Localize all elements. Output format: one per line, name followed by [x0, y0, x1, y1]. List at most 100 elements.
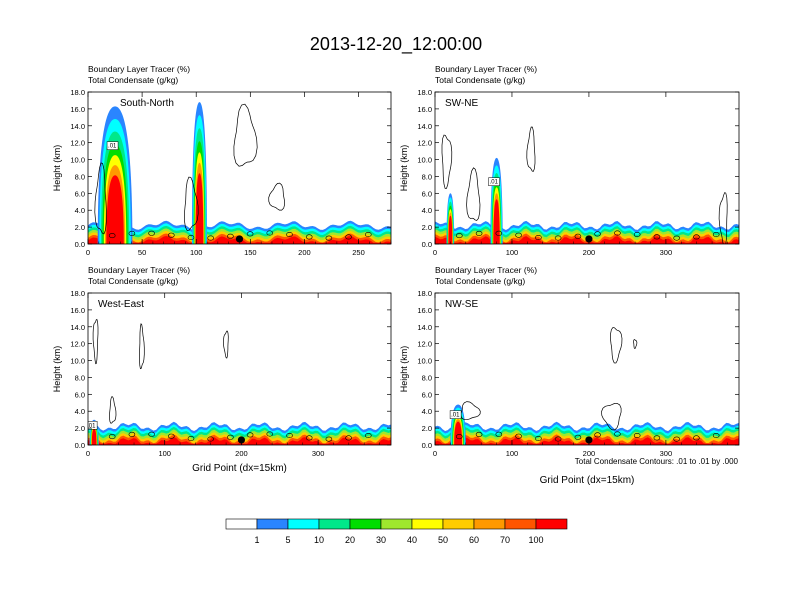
condensate-contour: [535, 435, 542, 441]
condensate-contour: [466, 167, 481, 221]
condensate-contour: [207, 436, 214, 442]
contour-label-box: [449, 410, 462, 419]
x-tick-label: 250: [352, 248, 365, 257]
y-axis-label: Height (km): [399, 346, 409, 393]
condensate-contour: [495, 230, 503, 236]
condensate-contour: [594, 231, 601, 237]
contour-label-box: [488, 177, 500, 186]
x-tick-label: 300: [660, 449, 673, 458]
y-tick-label: 0.0: [75, 240, 85, 249]
condensate-contour: [712, 432, 720, 438]
y-axis-label: Height (km): [52, 145, 62, 192]
colorbar-label: 40: [407, 535, 417, 545]
condensate-contour: [693, 435, 700, 441]
x-tick-label: 100: [158, 449, 171, 458]
x-tick-label: 100: [506, 248, 519, 257]
colorbar-label: 5: [285, 535, 290, 545]
y-tick-label: 2.0: [75, 223, 85, 232]
tracer-label: Boundary Layer Tracer (%): [435, 64, 537, 74]
tracer-band: [88, 437, 391, 445]
panel-label: SW-NE: [445, 98, 478, 109]
tracer-plume: [91, 428, 97, 445]
colorbar-label: 20: [345, 535, 355, 545]
colorbar-label: 100: [528, 535, 543, 545]
condensate-contour: [594, 432, 601, 438]
panel-label: NW-SE: [445, 299, 478, 310]
location-marker: [585, 235, 593, 243]
x-tick-label: 50: [138, 248, 146, 257]
x-tick-label: 200: [298, 248, 311, 257]
y-tick-label: 16.0: [70, 306, 85, 315]
condensate-contour: [246, 432, 254, 438]
condensate-contour: [535, 235, 542, 241]
y-tick-label: 4.0: [422, 407, 432, 416]
y-tick-label: 4.0: [422, 206, 432, 215]
condensate-contour: [139, 323, 145, 370]
x-tick-label: 0: [433, 449, 437, 458]
condensate-contour: [345, 234, 352, 240]
y-tick-label: 18.0: [70, 88, 85, 97]
condensate-contour: [633, 432, 641, 438]
tracer-label: Boundary Layer Tracer (%): [88, 64, 190, 74]
y-tick-label: 12.0: [417, 340, 432, 349]
plot-frame: [434, 91, 740, 245]
y-tick-label: 6.0: [75, 189, 85, 198]
tracer-field: .01: [435, 327, 739, 445]
contour-label-box: [88, 421, 98, 430]
condensate-contour: [108, 233, 116, 239]
condensate-contour: [128, 431, 136, 437]
colorbar-swatch: [318, 518, 351, 530]
condensate-label: Total Condensate (g/kg): [435, 75, 525, 85]
colorbar-swatch: [442, 518, 475, 530]
condensate-label: Total Condensate (g/kg): [435, 276, 525, 286]
condensate-label: Total Condensate (g/kg): [88, 276, 178, 286]
y-tick-label: 14.0: [70, 323, 85, 332]
x-tick-label: 200: [583, 449, 596, 458]
x-tick-label: 200: [583, 248, 596, 257]
condensate-contour: [207, 235, 214, 241]
condensate-contour: [712, 232, 720, 238]
y-tick-label: 2.0: [75, 424, 85, 433]
condensate-contour: [614, 431, 621, 437]
location-marker: [585, 436, 593, 444]
y-tick-label: 4.0: [75, 206, 85, 215]
contour-label: .01: [87, 423, 96, 429]
y-tick-label: 16.0: [70, 105, 85, 114]
condensate-contour: [187, 435, 195, 441]
x-tick-label: 0: [433, 248, 437, 257]
y-tick-label: 6.0: [422, 189, 432, 198]
contour-label: .01: [108, 144, 117, 150]
condensate-contour: [610, 327, 623, 364]
condensate-contour: [345, 435, 352, 441]
condensate-contour: [268, 182, 285, 211]
colorbar-label: 60: [469, 535, 479, 545]
y-tick-label: 6.0: [75, 390, 85, 399]
panel-sw-ne: Boundary Layer Tracer (%)Total Condensat…: [399, 64, 740, 257]
plot-frame: [434, 292, 740, 446]
tracer-plume: [106, 175, 124, 244]
y-tick-label: 14.0: [417, 122, 432, 131]
colorbar-swatch: [380, 518, 413, 530]
condensate-contour: [184, 176, 199, 231]
colorbar-label: 30: [376, 535, 386, 545]
tracer-field: .01: [87, 318, 391, 445]
condensate-contour: [718, 192, 728, 244]
colorbar-swatch: [535, 518, 568, 530]
tracer-label: Boundary Layer Tracer (%): [435, 265, 537, 275]
y-tick-label: 2.0: [422, 223, 432, 232]
condensate-contour: [633, 232, 641, 238]
condensate-contour: [364, 232, 372, 238]
condensate-contour: [266, 230, 274, 236]
y-tick-label: 4.0: [75, 407, 85, 416]
y-axis-label: Height (km): [399, 145, 409, 192]
y-tick-label: 0.0: [422, 240, 432, 249]
condensate-contour: [325, 235, 333, 241]
condensate-label: Total Condensate (g/kg): [88, 75, 178, 85]
y-tick-label: 8.0: [75, 373, 85, 382]
condensate-contour: [441, 134, 453, 189]
colorbar-swatch: [349, 518, 382, 530]
colorbar-swatch: [504, 518, 537, 530]
y-tick-label: 2.0: [422, 424, 432, 433]
y-tick-label: 0.0: [422, 441, 432, 450]
